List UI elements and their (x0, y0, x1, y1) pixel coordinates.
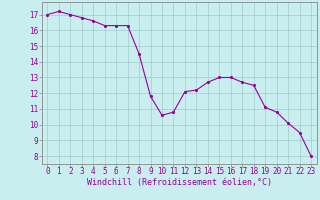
X-axis label: Windchill (Refroidissement éolien,°C): Windchill (Refroidissement éolien,°C) (87, 178, 272, 187)
